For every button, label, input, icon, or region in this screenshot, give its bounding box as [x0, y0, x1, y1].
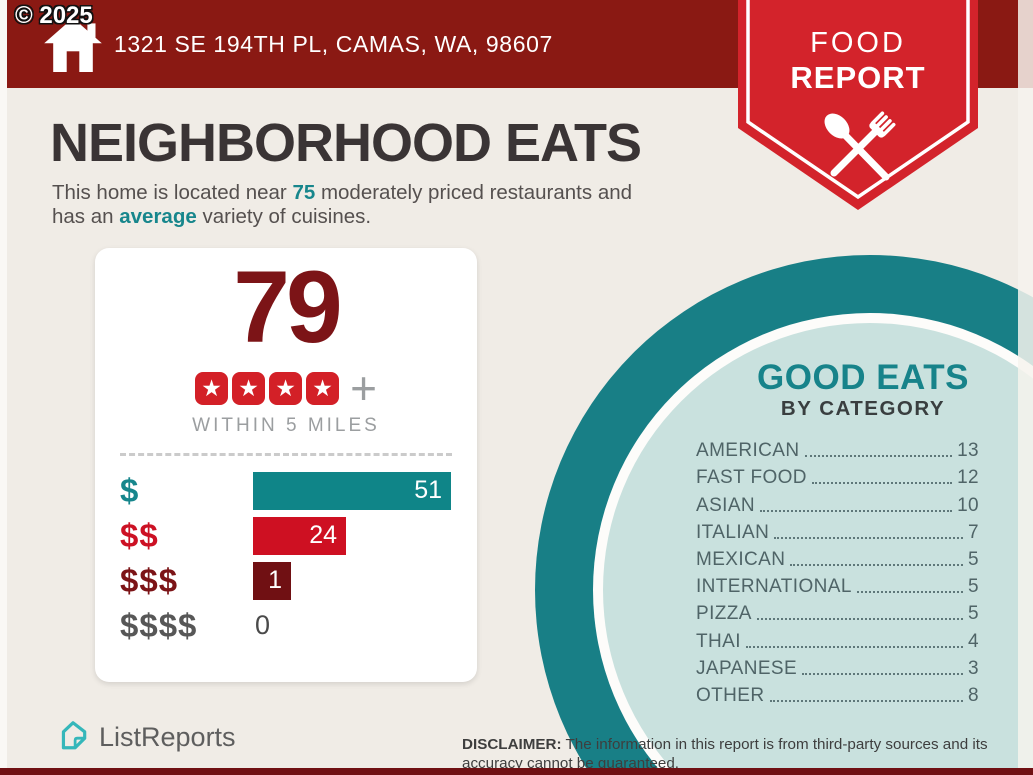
radius-caption: WITHIN 5 MILES	[192, 415, 380, 436]
bar-value-zero: 0	[255, 610, 271, 640]
restaurant-count: 75	[292, 181, 316, 204]
intro-part2: moderately priced restaurants and	[315, 181, 633, 204]
star-rating: ★ ★ ★ ★ +	[95, 362, 477, 414]
category-value: 13	[957, 440, 979, 462]
category-name: FAST FOOD	[696, 467, 807, 489]
category-row: JAPANESE 3	[696, 653, 979, 680]
dotted-leader	[760, 509, 953, 512]
category-value: 5	[968, 548, 979, 570]
bar-track: 0	[253, 610, 452, 641]
fork-and-spoon-icon	[824, 111, 896, 181]
category-value: 3	[968, 657, 979, 679]
category-value: 8	[968, 684, 979, 706]
category-name: ASIAN	[696, 494, 756, 516]
food-report-ribbon: FOOD REPORT	[738, 0, 978, 219]
brand-name: ListReports	[99, 722, 236, 752]
category-row: PIZZA 5	[696, 598, 979, 625]
price-level-label: $$	[120, 516, 159, 554]
bar-track: 1	[253, 561, 452, 600]
page-title: NEIGHBORHOOD EATS	[50, 113, 642, 173]
copyright-watermark: © 2025	[15, 2, 93, 29]
price-bar: 24	[253, 516, 346, 555]
price-row: $$ 24	[120, 513, 452, 558]
property-address: 1321 SE 194TH PL, CAMAS, WA, 98607	[114, 30, 553, 57]
category-name: AMERICAN	[696, 440, 800, 462]
disclaimer-text: The information in this report is from t…	[462, 736, 988, 773]
price-level-label: $	[120, 471, 140, 509]
intro-text: This home is located near 75 moderately …	[52, 181, 632, 229]
price-level-label: $$$	[120, 561, 179, 599]
dotted-leader	[774, 536, 964, 539]
home-icon	[44, 18, 102, 77]
price-bar: 51	[253, 471, 451, 510]
dotted-leader	[856, 591, 964, 594]
ribbon-line2: REPORT	[790, 60, 925, 95]
category-name: THAI	[696, 630, 741, 652]
bar-track: 51	[253, 471, 452, 510]
plus-sign: +	[350, 362, 377, 414]
price-row: $$$ 1	[120, 558, 452, 603]
dotted-leader	[790, 563, 964, 566]
category-list: AMERICAN 13 FAST FOOD 12 ASIAN 10 ITALIAN 7 MEXI…	[696, 435, 979, 707]
disclaimer: DISCLAIMER: The information in this repo…	[462, 735, 1024, 773]
category-row: OTHER 8	[696, 680, 979, 707]
bar-track: 24	[253, 516, 452, 555]
category-row: INTERNATIONAL 5	[696, 571, 979, 598]
category-value: 5	[968, 576, 979, 598]
price-level-label: $$$$	[120, 606, 198, 644]
intro-part1: This home is located near	[52, 181, 293, 204]
category-row: MEXICAN 5	[696, 544, 979, 571]
star-icon: ★	[269, 371, 303, 405]
dotted-leader	[811, 482, 953, 485]
variety-highlight: average	[119, 205, 197, 228]
bottom-edge-band	[0, 768, 1033, 775]
category-row: ASIAN 10	[696, 489, 979, 516]
category-row: AMERICAN 13	[696, 435, 979, 462]
category-value: 7	[968, 521, 979, 543]
category-value: 10	[957, 494, 979, 516]
category-row: ITALIAN 7	[696, 517, 979, 544]
intro-part3: has an	[52, 205, 120, 228]
category-name: OTHER	[696, 684, 765, 706]
category-value: 4	[968, 630, 979, 652]
price-row: $$$$ 0	[120, 603, 452, 648]
star-icon: ★	[232, 371, 266, 405]
right-page-margin	[1018, 0, 1033, 775]
category-row: FAST FOOD 12	[696, 462, 979, 489]
ribbon-line1: FOOD	[810, 27, 906, 59]
good-eats-header: GOOD EATS BY CATEGORY	[698, 360, 1028, 420]
restaurant-score: 79	[233, 250, 342, 364]
dotted-leader	[804, 455, 953, 458]
star-icon: ★	[306, 371, 340, 405]
intro-part4: variety of cuisines.	[196, 205, 372, 228]
category-value: 5	[968, 603, 979, 625]
left-page-margin	[0, 0, 7, 775]
category-value: 12	[957, 467, 979, 489]
category-name: PIZZA	[696, 603, 752, 625]
listreports-brand: ListReports	[56, 718, 236, 757]
score-card: 79 ★ ★ ★ ★ + WITHIN 5 MILES $51 $$ 24 $$$ 1 $$$$ 0	[95, 248, 477, 682]
star-icon: ★	[195, 371, 229, 405]
dotted-leader	[745, 645, 964, 648]
category-name: JAPANESE	[696, 657, 798, 679]
dotted-leader	[802, 672, 964, 675]
category-name: ITALIAN	[696, 521, 770, 543]
dotted-leader	[756, 618, 964, 621]
bar-value-label: 51	[414, 476, 442, 504]
price-rows: $51 $$ 24 $$$ 1 $$$$ 0	[120, 468, 452, 648]
listreports-logo-icon	[56, 718, 90, 757]
price-bar: 1	[253, 561, 291, 600]
good-eats-title: GOOD EATS	[757, 358, 969, 397]
category-name: INTERNATIONAL	[696, 576, 852, 598]
bar-value-label: 24	[309, 521, 337, 549]
category-row: THAI 4	[696, 625, 979, 652]
dotted-leader	[769, 699, 964, 702]
good-eats-subtitle: BY CATEGORY	[780, 397, 946, 420]
category-name: MEXICAN	[696, 548, 786, 570]
price-row: $51	[120, 468, 452, 513]
bar-value-label: 1	[268, 566, 282, 594]
disclaimer-label: DISCLAIMER:	[462, 736, 562, 754]
dashed-divider	[120, 453, 452, 456]
